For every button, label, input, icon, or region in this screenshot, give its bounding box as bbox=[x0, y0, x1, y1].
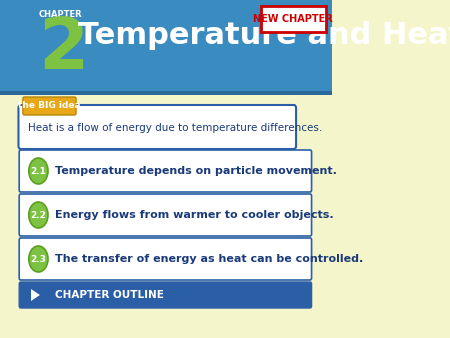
FancyBboxPatch shape bbox=[19, 194, 311, 236]
FancyBboxPatch shape bbox=[23, 97, 76, 115]
Text: Energy flows from warmer to cooler objects.: Energy flows from warmer to cooler objec… bbox=[54, 210, 333, 220]
FancyBboxPatch shape bbox=[0, 95, 332, 338]
Polygon shape bbox=[31, 289, 40, 301]
Circle shape bbox=[29, 246, 48, 272]
Text: NEW CHAPTER: NEW CHAPTER bbox=[253, 14, 333, 24]
FancyBboxPatch shape bbox=[19, 150, 311, 192]
Text: the BIG idea: the BIG idea bbox=[18, 101, 81, 111]
Text: Temperature and Heat: Temperature and Heat bbox=[77, 21, 450, 49]
Text: Temperature depends on particle movement.: Temperature depends on particle movement… bbox=[54, 166, 337, 176]
FancyBboxPatch shape bbox=[261, 6, 326, 32]
Circle shape bbox=[29, 158, 48, 184]
Text: 2.1: 2.1 bbox=[31, 167, 46, 175]
Circle shape bbox=[29, 202, 48, 228]
FancyBboxPatch shape bbox=[19, 282, 311, 308]
FancyBboxPatch shape bbox=[0, 91, 332, 95]
Text: CHAPTER OUTLINE: CHAPTER OUTLINE bbox=[54, 290, 163, 300]
Text: CHAPTER: CHAPTER bbox=[38, 10, 82, 19]
FancyBboxPatch shape bbox=[19, 238, 311, 280]
Text: Heat is a flow of energy due to temperature differences.: Heat is a flow of energy due to temperat… bbox=[28, 123, 322, 133]
Text: 2: 2 bbox=[38, 15, 89, 84]
Text: The transfer of energy as heat can be controlled.: The transfer of energy as heat can be co… bbox=[54, 254, 363, 264]
Text: 2.3: 2.3 bbox=[31, 255, 46, 264]
Text: 2.2: 2.2 bbox=[31, 211, 46, 219]
FancyBboxPatch shape bbox=[18, 105, 296, 149]
FancyBboxPatch shape bbox=[0, 0, 332, 95]
